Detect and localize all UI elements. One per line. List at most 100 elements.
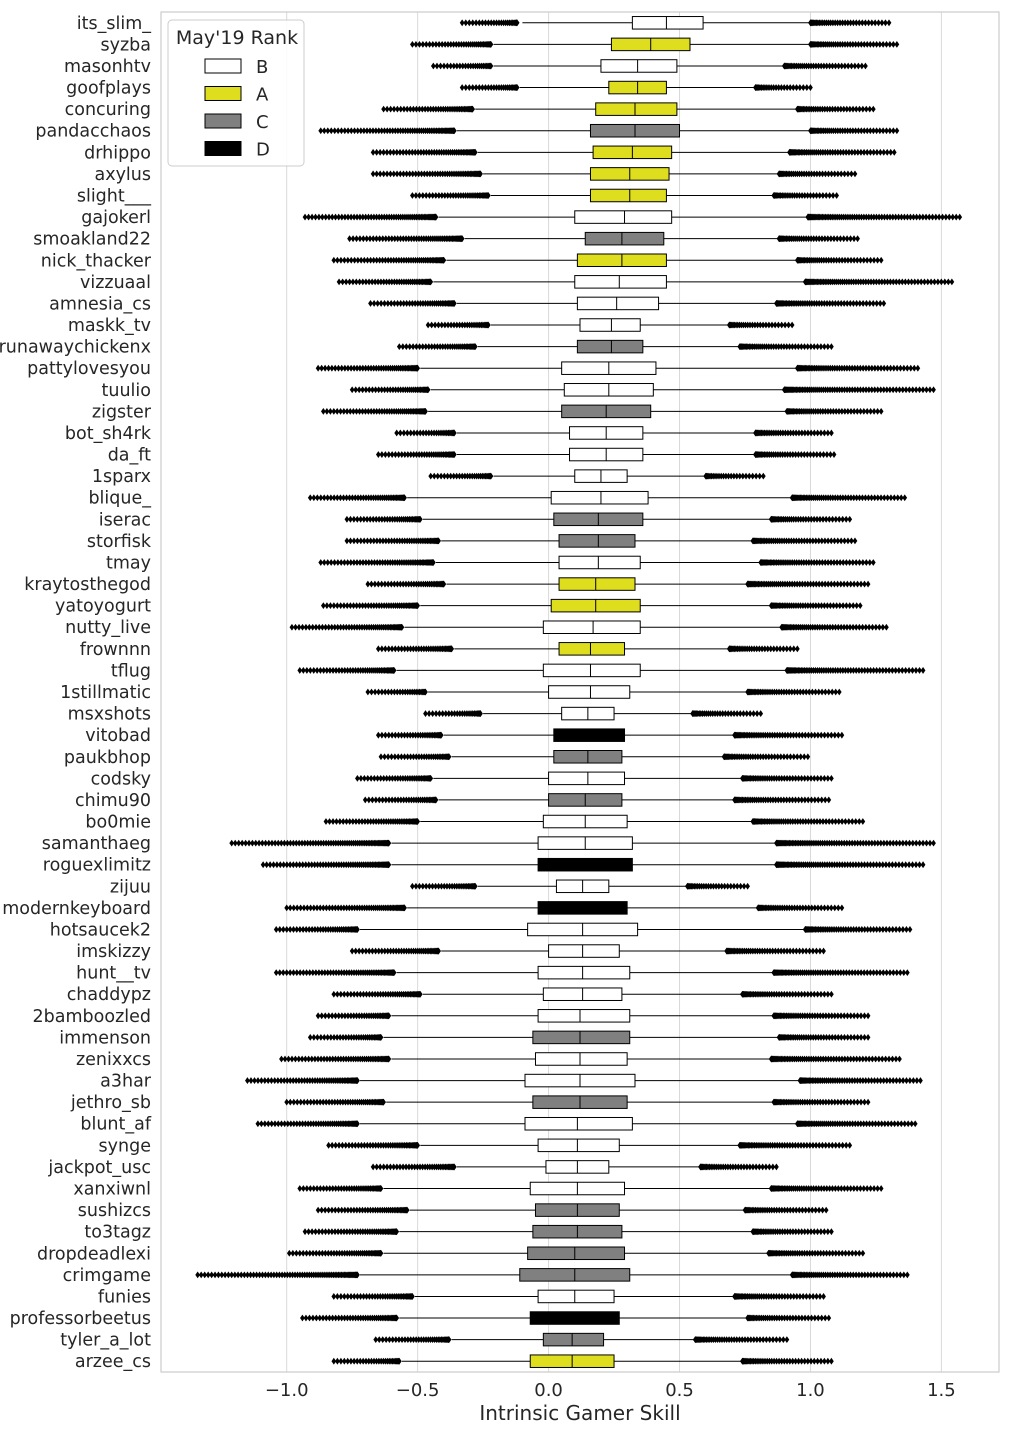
outlier-marker — [884, 127, 889, 135]
outlier-marker — [880, 40, 886, 48]
outlier-marker — [750, 472, 756, 480]
outlier-marker — [751, 645, 757, 653]
outlier-marker — [413, 753, 419, 761]
outlier-marker — [744, 710, 750, 717]
outlier-marker — [890, 127, 896, 135]
outlier-marker — [748, 753, 753, 761]
outlier-marker — [339, 667, 345, 674]
outlier-marker — [461, 40, 467, 48]
outlier-marker — [841, 623, 847, 631]
outlier-marker — [424, 148, 429, 156]
outlier-marker — [367, 235, 373, 243]
outlier-marker — [462, 321, 468, 329]
outlier-marker — [791, 537, 797, 545]
outlier-marker — [394, 688, 400, 696]
outlier-marker — [845, 256, 851, 264]
outlier-marker — [348, 127, 354, 135]
outlier-marker — [376, 213, 382, 221]
iqr-box — [537, 965, 631, 980]
outlier-marker — [840, 19, 845, 27]
outlier-marker — [794, 580, 800, 588]
outlier-marker — [827, 623, 833, 631]
outlier-marker — [810, 602, 816, 610]
outlier-marker — [766, 321, 772, 329]
outlier-marker — [888, 148, 894, 156]
outlier-marker — [375, 645, 381, 653]
outlier-marker — [404, 300, 410, 307]
outlier-marker — [800, 515, 806, 523]
outlier-marker — [863, 19, 868, 27]
outlier-marker — [444, 62, 450, 70]
outlier-marker — [837, 364, 842, 372]
outlier-marker — [821, 343, 827, 351]
outlier-marker — [839, 256, 845, 264]
outlier-marker — [404, 170, 409, 178]
outlier-marker — [350, 494, 355, 502]
outlier-marker — [457, 710, 463, 717]
outlier-marker — [399, 537, 405, 545]
outlier-marker — [822, 774, 827, 782]
outlier-marker — [880, 667, 886, 674]
outlier-marker — [837, 667, 843, 674]
outlier-marker — [839, 386, 845, 394]
outlier-marker — [802, 429, 808, 437]
outlier-marker — [836, 688, 842, 696]
outlier-marker — [386, 645, 392, 653]
outlier-marker — [922, 278, 927, 286]
outlier-marker — [880, 623, 886, 631]
outlier-marker — [445, 472, 450, 480]
outlier-marker — [837, 602, 843, 610]
outlier-marker — [822, 623, 828, 631]
outlier-marker — [774, 645, 780, 653]
outlier-marker — [837, 386, 842, 394]
outlier-marker — [371, 537, 377, 545]
outlier-marker — [396, 343, 402, 351]
outlier-marker — [353, 386, 359, 394]
outlier-marker — [436, 148, 442, 156]
outlier-marker — [416, 753, 422, 761]
outlier-marker — [363, 602, 368, 610]
outlier-marker — [874, 213, 879, 221]
outlier-marker — [363, 494, 369, 502]
outlier-marker — [341, 494, 346, 502]
outlier-marker — [375, 451, 381, 458]
outlier-marker — [403, 796, 409, 804]
outlier-marker — [831, 559, 837, 566]
outlier-marker — [845, 170, 851, 178]
outlier-marker — [322, 364, 328, 372]
outlier-marker — [859, 667, 865, 674]
outlier-marker — [463, 62, 468, 70]
outlier-marker — [314, 494, 320, 502]
outlier-marker — [380, 537, 386, 545]
outlier-marker — [391, 105, 397, 113]
outlier-marker — [760, 321, 766, 329]
outlier-marker — [788, 731, 794, 739]
outlier-marker — [874, 40, 879, 48]
outlier-marker — [402, 451, 408, 458]
outlier-marker — [896, 278, 902, 286]
outlier-marker — [819, 602, 824, 610]
outlier-marker — [914, 213, 919, 221]
outlier-marker — [902, 494, 908, 502]
outlier-marker — [769, 753, 775, 761]
outlier-marker — [830, 667, 836, 674]
outlier-marker — [839, 731, 845, 739]
outlier-marker — [805, 343, 811, 351]
outlier-marker — [378, 753, 384, 761]
outlier-marker — [814, 170, 820, 178]
outlier-marker — [760, 753, 766, 761]
outlier-marker — [747, 710, 753, 717]
outlier-marker — [353, 818, 359, 825]
outlier-marker — [390, 559, 396, 566]
outlier-marker — [849, 386, 855, 394]
outlier-marker — [797, 688, 803, 696]
outlier-marker — [780, 731, 785, 739]
outlier-marker — [351, 537, 357, 545]
outlier-marker — [891, 148, 897, 156]
outlier-marker — [494, 19, 499, 27]
outlier-marker — [794, 537, 799, 545]
outlier-marker — [448, 192, 453, 199]
outlier-marker — [347, 818, 353, 825]
outlier-marker — [392, 278, 397, 286]
outlier-marker — [815, 343, 820, 351]
